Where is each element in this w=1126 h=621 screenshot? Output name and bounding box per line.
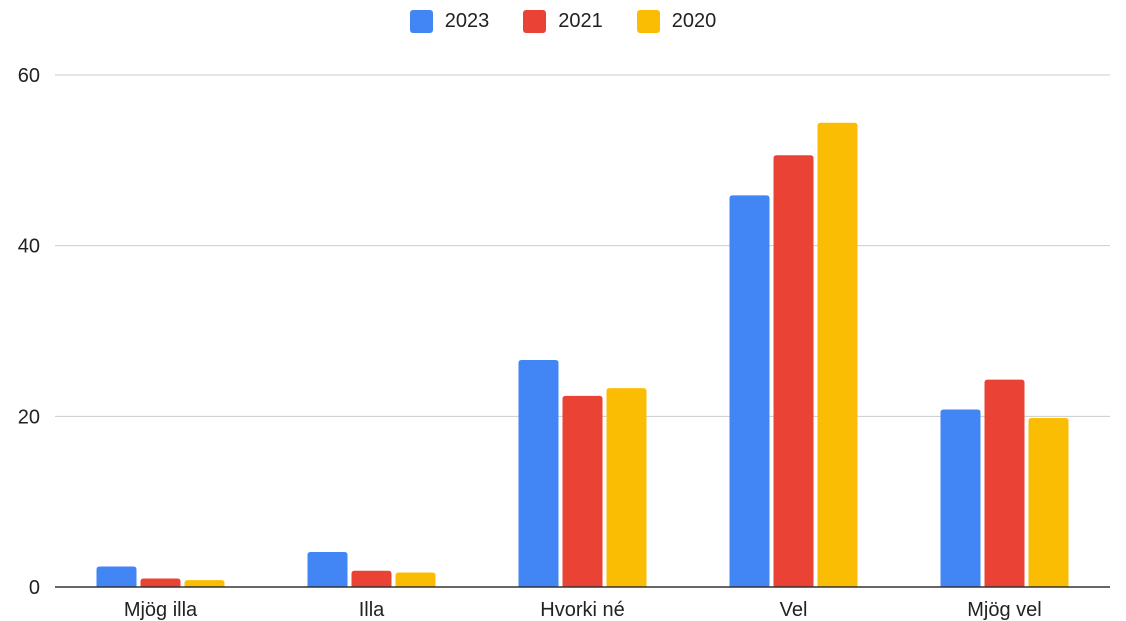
legend-item-2023: 2023: [409, 10, 490, 33]
x-tick-label-4: Mjög vel: [967, 599, 1041, 621]
legend-label-2023: 2023: [444, 10, 490, 32]
x-tick-label-0: Mjög illa: [124, 599, 198, 621]
x-tick-label-1: Illa: [359, 599, 385, 621]
legend-item-2020: 2020: [636, 10, 717, 33]
bar-2020-1: [395, 572, 436, 587]
bar-2023-2: [518, 360, 559, 587]
y-tick-label-0: 0: [29, 577, 40, 599]
bar-2021-0: [140, 578, 181, 587]
bar-2023-0: [96, 566, 137, 587]
bar-2021-3: [773, 155, 814, 588]
legend-label-2020: 2020: [671, 10, 717, 32]
legend-swatch-2021: [523, 10, 547, 33]
bar-2020-3: [817, 122, 858, 587]
x-tick-label-3: Vel: [780, 599, 808, 621]
legend-swatch-2023: [409, 10, 433, 33]
bar-2020-4: [1028, 418, 1069, 587]
y-tick-label-40: 40: [18, 236, 40, 258]
bar-2023-1: [307, 552, 348, 587]
bar-2020-0: [184, 580, 225, 587]
x-tick-label-2: Hvorki né: [540, 599, 624, 621]
bar-2021-2: [562, 395, 603, 587]
legend: 2023 2021 2020: [0, 10, 1126, 33]
legend-label-2021: 2021: [558, 10, 603, 32]
legend-item-2021: 2021: [523, 10, 603, 33]
bar-2021-4: [984, 379, 1025, 587]
bar-2021-1: [351, 570, 392, 587]
y-tick-label-20: 20: [18, 406, 40, 428]
bar-2020-2: [606, 388, 647, 587]
bar-2023-3: [729, 195, 770, 587]
y-tick-label-60: 60: [18, 65, 40, 87]
legend-swatch-2020: [636, 10, 660, 33]
bar-2023-4: [940, 409, 981, 587]
